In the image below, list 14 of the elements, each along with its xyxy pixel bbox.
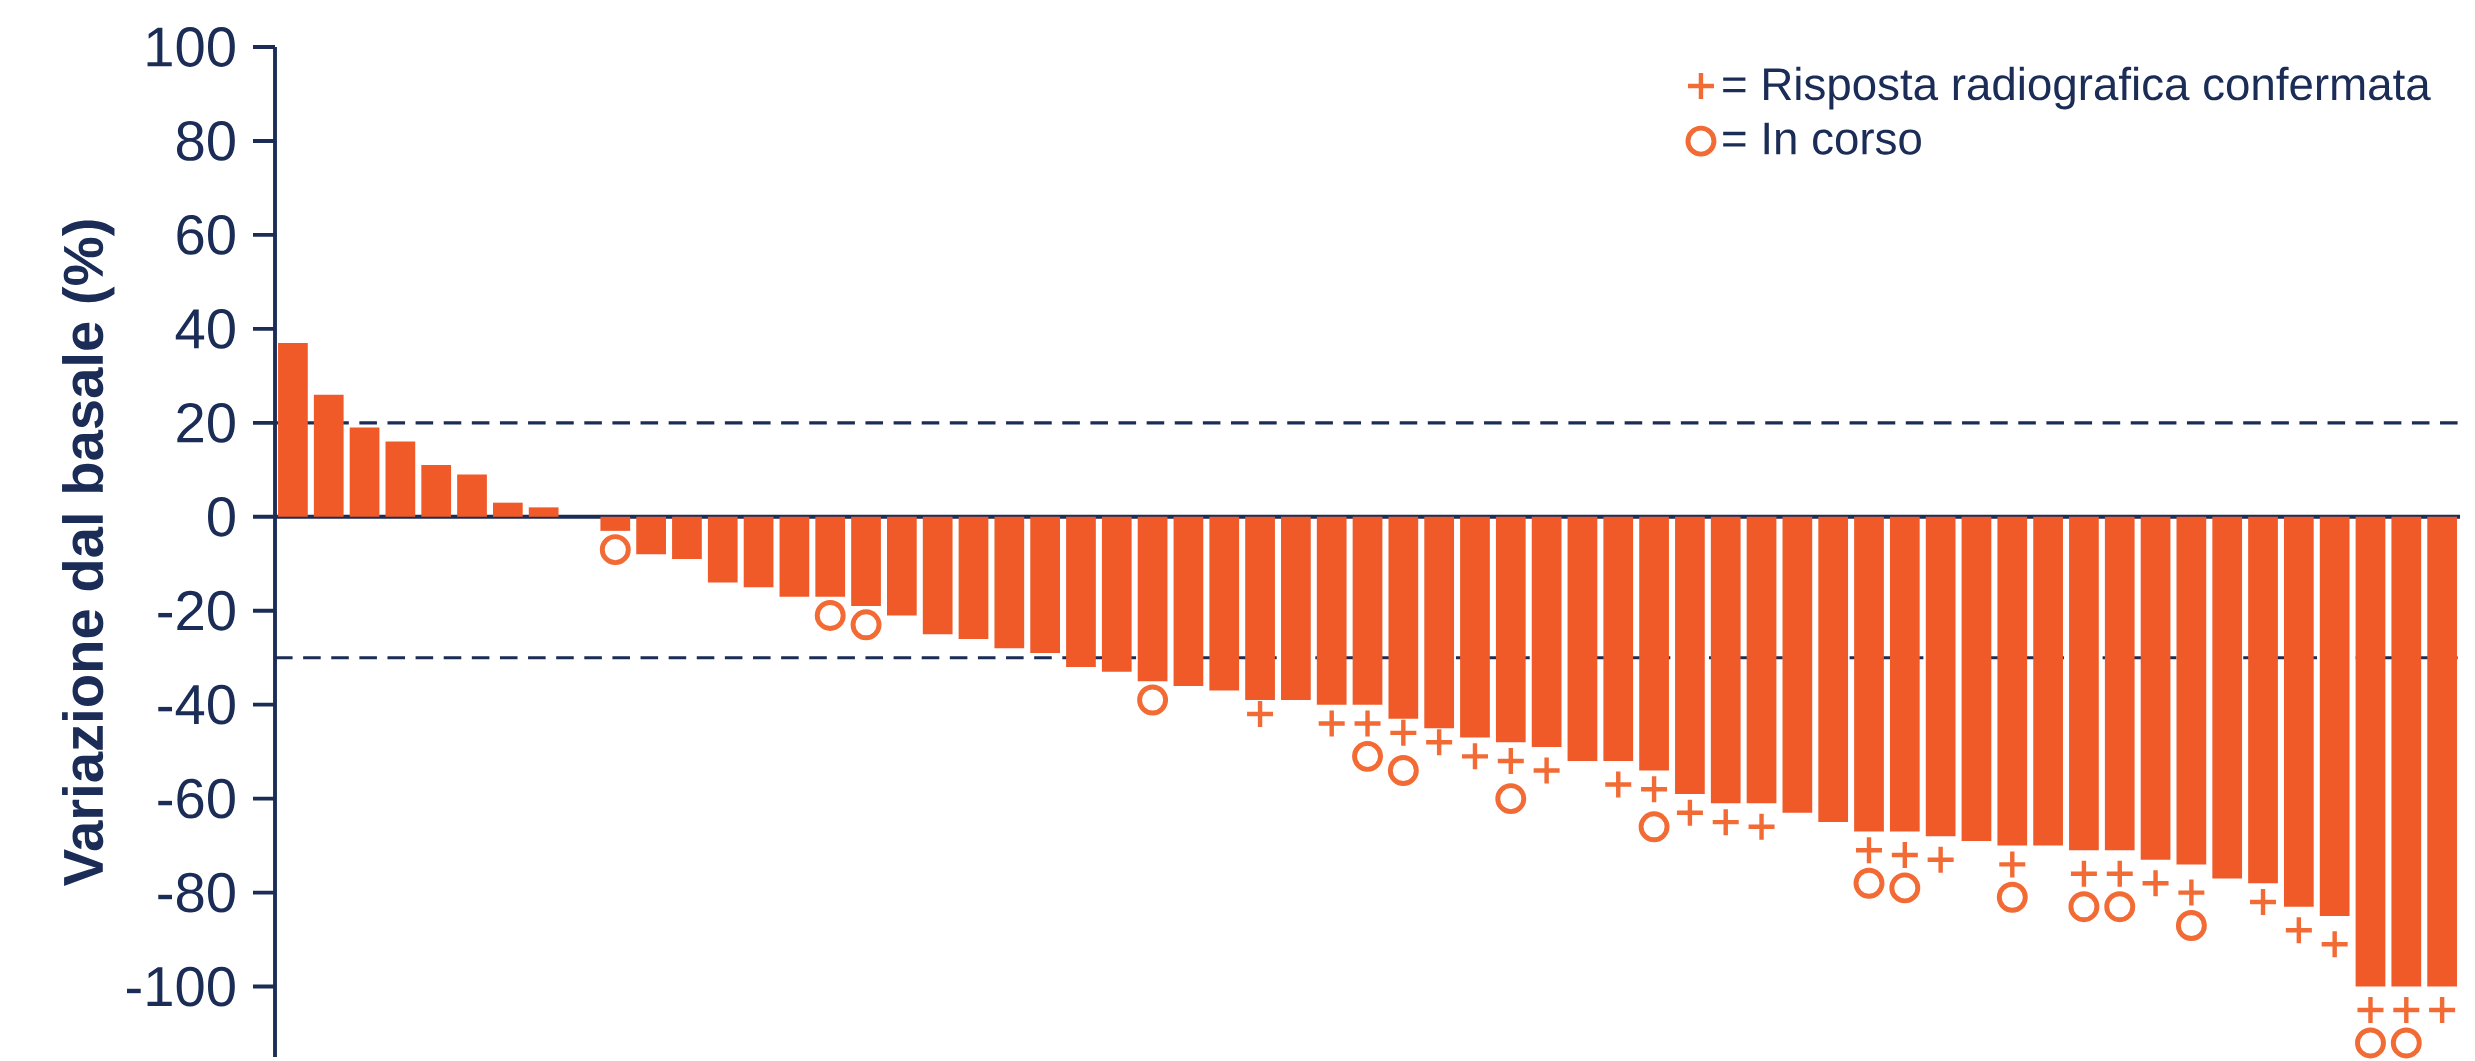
y-tick-label: -20	[158, 590, 235, 631]
y-tick-label: 20	[177, 402, 235, 443]
y-tick-label: -60	[158, 778, 235, 819]
y-tick-label: 0	[208, 496, 235, 537]
y-axis-title: Variazione dal basale (%)	[62, 220, 115, 887]
y-tick-label: 60	[177, 215, 235, 255]
y-tick-label: -100	[127, 966, 235, 1007]
y-tick-label: 40	[175, 308, 235, 349]
legend-label: = Risposta radiografica confermata	[1723, 66, 2431, 110]
y-tick-label: -40	[158, 684, 235, 725]
y-tick-label: 100	[147, 27, 235, 67]
legend-label: = In corso	[1723, 122, 1921, 155]
y-tick-label: -80	[158, 872, 235, 913]
y-tick-label: 80	[176, 121, 235, 161]
